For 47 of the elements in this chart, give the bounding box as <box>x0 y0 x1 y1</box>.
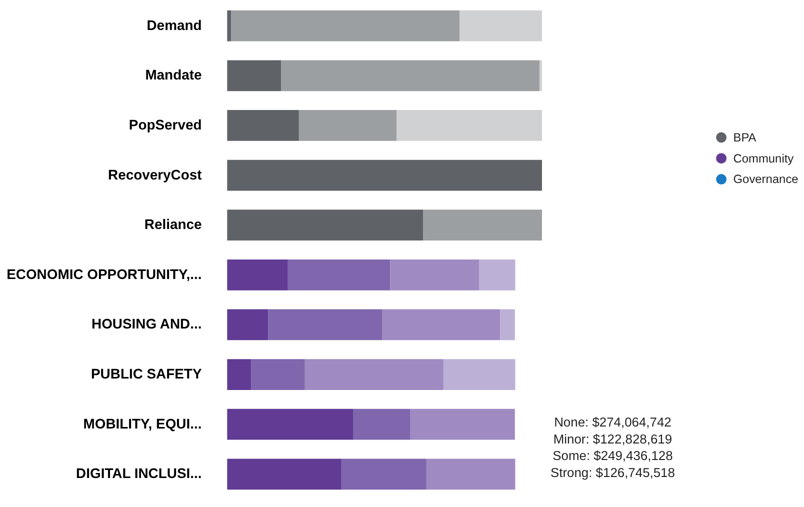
bar <box>227 259 288 290</box>
bar <box>304 359 444 390</box>
y-tick-label: HOUSING AND... <box>92 316 202 332</box>
bar <box>479 259 516 290</box>
bar <box>231 10 460 42</box>
bar <box>382 309 500 340</box>
text: Strong: $126,745,518 <box>550 465 675 480</box>
bar <box>341 458 426 490</box>
y-tick-label: PUBLIC SAFETY <box>91 366 202 382</box>
bar <box>227 359 252 390</box>
y-tick-label: Mandate <box>145 66 202 83</box>
legend-label: Governance <box>733 172 799 186</box>
bar <box>227 458 342 490</box>
bar <box>500 309 515 340</box>
y-tick-label: DIGITAL INCLUSI... <box>76 465 202 482</box>
legend-label: Community <box>733 151 794 166</box>
bar <box>298 110 397 141</box>
y-tick-label: PopServed <box>128 116 202 132</box>
bar <box>227 309 268 340</box>
bar <box>423 210 542 241</box>
bar <box>268 309 382 340</box>
y-tick-label: RecoveryCost <box>108 166 202 182</box>
bar <box>539 60 542 92</box>
text: None: $274,064,742 <box>554 414 672 430</box>
bar <box>459 10 542 42</box>
y-tick-label: Demand <box>146 16 202 33</box>
bar <box>426 458 516 490</box>
text: Some: $249,436,128 <box>552 448 673 464</box>
bar <box>410 408 515 440</box>
bar <box>227 110 299 141</box>
bar <box>396 110 542 141</box>
bar <box>288 259 390 290</box>
y-tick-label: MOBILITY, EQUI... <box>83 415 202 432</box>
bar <box>353 408 410 440</box>
bar <box>227 60 281 92</box>
y-tick-label: Reliance <box>144 216 202 232</box>
legend-label: BPA <box>733 130 756 144</box>
y-tick-label: ECONOMIC OPPORTUNITY,... <box>6 266 202 282</box>
bar <box>443 359 516 390</box>
bar <box>227 408 354 440</box>
bar <box>227 10 232 42</box>
bar <box>227 210 424 241</box>
bar <box>251 359 305 390</box>
bar <box>390 259 480 290</box>
bar <box>280 60 540 92</box>
text: Minor: $122,828,619 <box>553 431 672 446</box>
bar <box>227 160 542 191</box>
